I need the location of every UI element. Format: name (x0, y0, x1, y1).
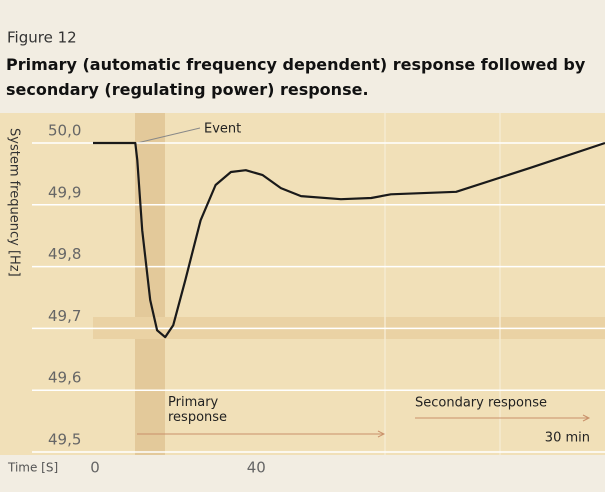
x-tick-label: 0 (90, 459, 100, 477)
line (93, 141, 605, 339)
event-pointer (136, 127, 201, 144)
y-tick-label: 49,9 (48, 183, 81, 201)
y-tick-label: 49,6 (48, 369, 81, 387)
figure-label: Figure 12 (7, 29, 77, 47)
x-axis-label: Time [S] (7, 461, 58, 475)
primary-box: Primary response (168, 395, 228, 425)
arrow-head (377, 430, 386, 438)
chart-title: Primary (automatic frequency dependent) … (6, 55, 586, 99)
y-tick-label: 49,5 (48, 431, 81, 449)
y-axis-label: System frequency [Hz] (7, 128, 22, 277)
arrow-head (582, 414, 591, 422)
plot-area (0, 113, 605, 455)
primary-band (135, 113, 165, 455)
y-tick-label: 49,7 (48, 307, 81, 325)
x-tick-label: 40 (247, 459, 266, 477)
annotation: Event (204, 122, 241, 137)
title-box: Primary (automatic frequency dependent) … (6, 55, 586, 99)
y-tick-label: 50,0 (48, 122, 81, 140)
annotation: Primary response (168, 395, 228, 425)
annotation: 30 min (545, 431, 590, 446)
y-tick-label: 49,8 (48, 245, 81, 263)
annotation: Secondary response (415, 396, 547, 411)
